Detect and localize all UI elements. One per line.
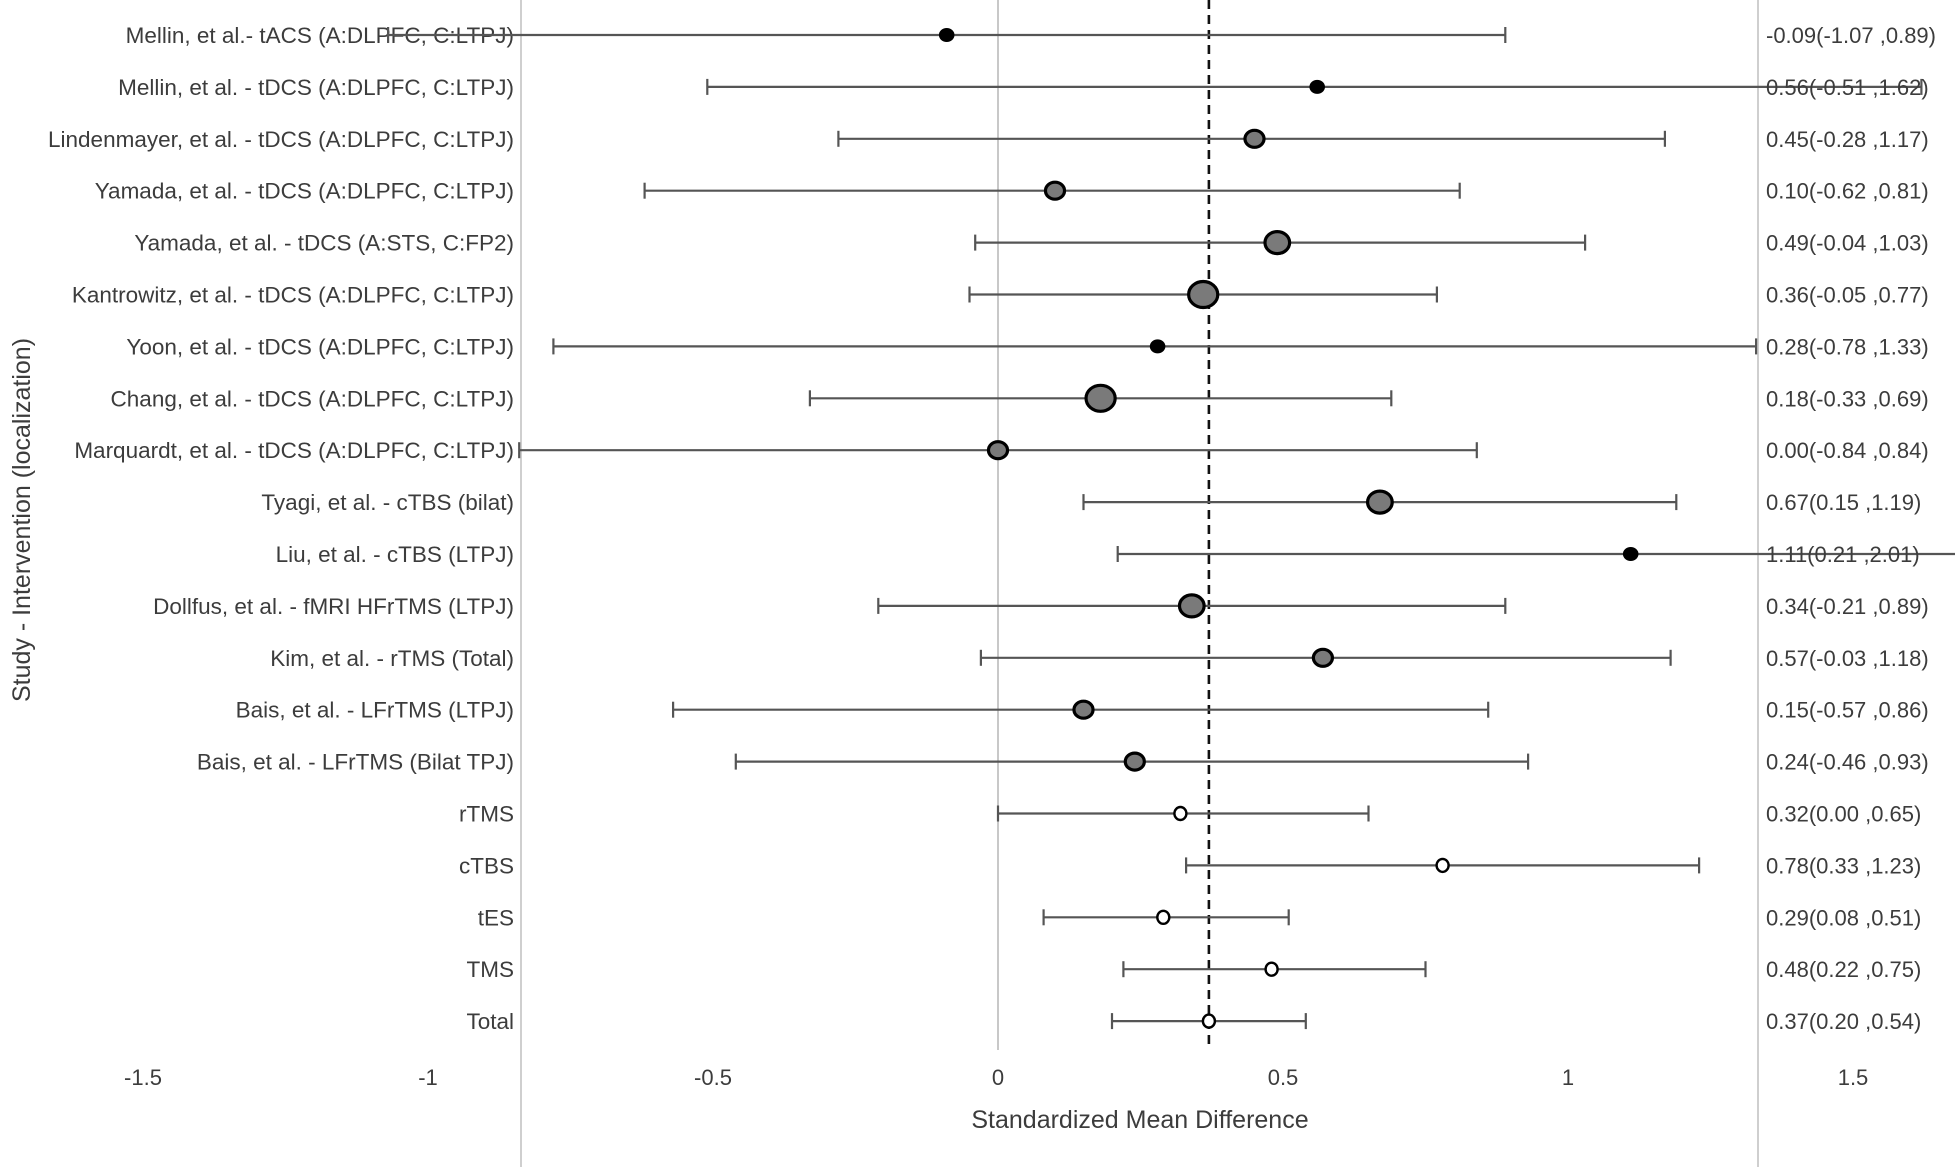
point-estimate-marker	[1072, 699, 1095, 720]
study-row: Mellin, et al. - tDCS (A:DLPFC, C:LTPJ) 0…	[118, 75, 1929, 100]
study-row: Bais, et al. - LFrTMS (Bilat TPJ) 0.24(-0…	[197, 750, 1929, 775]
point-estimate-marker	[1187, 279, 1220, 310]
point-estimate-marker	[1309, 79, 1325, 94]
study-row: Kantrowitz, et al. - tDCS (A:DLPFC, C:LT…	[72, 279, 1929, 310]
x-tick-label: 1.5	[1838, 1065, 1869, 1090]
ci-value-label: 0.10(-0.62 ,0.81)	[1766, 179, 1929, 204]
study-row: Tyagi, et al. - cTBS (bilat) 0.67(0.15 ,1…	[261, 489, 1921, 515]
pooled-estimate-marker	[1264, 961, 1279, 977]
ci-value-label: 0.36(-0.05 ,0.77)	[1766, 283, 1929, 308]
study-row: Lindenmayer, et al. - tDCS (A:DLPFC, C:L…	[48, 127, 1929, 152]
plot-frame	[520, 0, 1759, 1167]
ci-value-label: 0.37(0.20 ,0.54)	[1766, 1009, 1921, 1034]
study-row: Yamada, et al. - tDCS (A:DLPFC, C:LTPJ) 0…	[95, 179, 1929, 204]
ci-value-label: 0.78(0.33 ,1.23)	[1766, 853, 1921, 878]
ci-value-label: 0.29(0.08 ,0.51)	[1766, 905, 1921, 930]
x-tick-label: -1.5	[124, 1065, 162, 1090]
pooled-estimate-marker	[1201, 1013, 1217, 1029]
pooled-estimate-marker	[1435, 857, 1450, 874]
forest-rows: Mellin, et al.- tACS (A:DLPFC, C:LTPJ) -0…	[48, 23, 1955, 1034]
row-label: Bais, et al. - LFrTMS (Bilat TPJ)	[197, 750, 514, 775]
study-row: Bais, et al. - LFrTMS (LTPJ) 0.15(-0.57 ,…	[236, 698, 1929, 723]
ci-value-label: 0.18(-0.33 ,0.69)	[1766, 386, 1929, 411]
subtotal-row: Total 0.37(0.20 ,0.54)	[466, 1009, 1921, 1034]
ci-value-label: 0.24(-0.46 ,0.93)	[1766, 750, 1929, 775]
y-axis-title: Study - Intervention (localization)	[8, 338, 36, 702]
row-label: Dollfus, et al. - fMRI HFrTMS (LTPJ)	[153, 594, 514, 619]
ci-value-label: 0.67(0.15 ,1.19)	[1766, 490, 1921, 515]
row-label: Chang, et al. - tDCS (A:DLPFC, C:LTPJ)	[111, 386, 514, 411]
x-tick-label: 0	[992, 1065, 1004, 1090]
row-label: Bais, et al. - LFrTMS (LTPJ)	[236, 698, 514, 723]
x-tick-label: -1	[418, 1065, 438, 1090]
point-estimate-marker	[1622, 547, 1639, 561]
point-estimate-marker	[1123, 751, 1146, 772]
study-row: Liu, et al. - cTBS (LTPJ) 1.11(0.21 ,2.01…	[276, 542, 1955, 567]
ci-value-label: 0.57(-0.03 ,1.18)	[1766, 646, 1929, 671]
row-label: Kantrowitz, et al. - tDCS (A:DLPFC, C:LT…	[72, 283, 514, 308]
row-label: Yamada, et al. - tDCS (A:DLPFC, C:LTPJ)	[95, 179, 514, 204]
point-estimate-marker	[1043, 180, 1067, 201]
pooled-estimate-marker	[1173, 805, 1188, 822]
ci-value-label: 0.32(0.00 ,0.65)	[1766, 802, 1921, 827]
ci-value-label: 0.15(-0.57 ,0.86)	[1766, 698, 1929, 723]
study-row: Chang, et al. - tDCS (A:DLPFC, C:LTPJ) 0.…	[111, 383, 1929, 413]
point-estimate-marker	[1084, 383, 1117, 413]
x-tick-label: -0.5	[694, 1065, 732, 1090]
x-tick-label: 1	[1562, 1065, 1574, 1090]
ci-value-label: 0.00(-0.84 ,0.84)	[1766, 438, 1929, 463]
study-row: Marquardt, et al. - tDCS (A:DLPFC, C:LTP…	[74, 438, 1928, 463]
x-axis-title: Standardized Mean Difference	[971, 1106, 1308, 1134]
ci-value-label: 0.34(-0.21 ,0.89)	[1766, 594, 1929, 619]
row-label: Yoon, et al. - tDCS (A:DLPFC, C:LTPJ)	[126, 334, 514, 359]
row-label: Mellin, et al. - tDCS (A:DLPFC, C:LTPJ)	[118, 75, 514, 100]
x-axis-ticks: -1.5-1-0.500.511.522.5	[124, 1065, 1869, 1090]
subtotal-row: tES 0.29(0.08 ,0.51)	[478, 905, 1922, 930]
ci-value-label: 0.56(-0.51 ,1.62)	[1766, 75, 1929, 100]
point-estimate-marker	[1243, 128, 1266, 149]
row-label: Liu, et al. - cTBS (LTPJ)	[276, 542, 514, 567]
point-estimate-marker	[938, 28, 955, 42]
row-label: Tyagi, et al. - cTBS (bilat)	[261, 490, 514, 515]
row-label: tES	[478, 905, 514, 930]
point-estimate-marker	[1177, 593, 1206, 619]
ci-value-label: 0.45(-0.28 ,1.17)	[1766, 127, 1929, 152]
point-estimate-marker	[1311, 647, 1335, 668]
point-estimate-marker	[1263, 230, 1292, 256]
point-estimate-marker	[1149, 339, 1166, 354]
reference-lines	[997, 0, 1211, 1050]
row-label: Total	[466, 1009, 514, 1034]
subtotal-row: cTBS 0.78(0.33 ,1.23)	[459, 853, 1921, 878]
pooled-estimate-marker	[1156, 909, 1171, 925]
point-estimate-marker	[1365, 489, 1394, 515]
row-label: cTBS	[459, 853, 514, 878]
subtotal-row: rTMS 0.32(0.00 ,0.65)	[459, 802, 1921, 827]
study-row: Kim, et al. - rTMS (Total) 0.57(-0.03 ,1.…	[270, 646, 1928, 671]
study-row: Yoon, et al. - tDCS (A:DLPFC, C:LTPJ) 0.2…	[126, 334, 1928, 359]
study-row: Yamada, et al. - tDCS (A:STS, C:FP2) 0.49…	[134, 230, 1929, 256]
study-row: Mellin, et al.- tACS (A:DLPFC, C:LTPJ) -0…	[126, 23, 1936, 48]
ci-value-label: 0.48(0.22 ,0.75)	[1766, 957, 1921, 982]
row-label: rTMS	[459, 802, 514, 827]
ci-value-label: 1.11(0.21 ,2.01)	[1766, 542, 1920, 567]
row-label: Kim, et al. - rTMS (Total)	[270, 646, 514, 671]
study-row: Dollfus, et al. - fMRI HFrTMS (LTPJ) 0.34…	[153, 593, 1929, 619]
ci-value-label: 0.49(-0.04 ,1.03)	[1766, 231, 1929, 256]
row-label: Marquardt, et al. - tDCS (A:DLPFC, C:LTP…	[74, 438, 514, 463]
ci-value-label: -0.09(-1.07 ,0.89)	[1766, 23, 1936, 48]
subtotal-row: TMS 0.48(0.22 ,0.75)	[467, 957, 1922, 982]
row-label: Lindenmayer, et al. - tDCS (A:DLPFC, C:L…	[48, 127, 514, 152]
point-estimate-marker	[986, 440, 1010, 461]
x-tick-label: 0.5	[1268, 1065, 1299, 1090]
row-label: TMS	[467, 957, 515, 982]
row-label: Yamada, et al. - tDCS (A:STS, C:FP2)	[134, 231, 514, 256]
ci-value-label: 0.28(-0.78 ,1.33)	[1766, 334, 1929, 359]
